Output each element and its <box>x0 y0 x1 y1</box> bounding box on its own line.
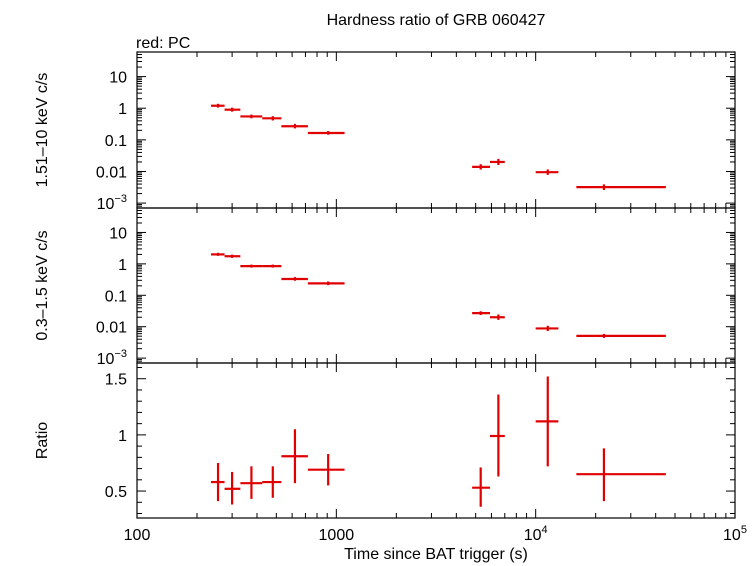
y-ticks <box>137 207 735 364</box>
y-axis-title: 1.51–10 keV c/s <box>34 73 51 188</box>
y-tick-label: 0.1 <box>105 288 127 305</box>
data-point <box>489 394 505 477</box>
data-point <box>262 116 282 121</box>
data-point <box>240 466 263 499</box>
data-point <box>281 277 308 281</box>
y-tick-label: 10 <box>109 225 127 242</box>
y-tick-label: 1.5 <box>105 372 127 389</box>
data-points <box>210 376 666 507</box>
data-point <box>489 158 505 166</box>
y-ticks <box>137 51 735 209</box>
data-point <box>307 131 345 135</box>
y-axis-title: Ratio <box>34 422 51 459</box>
y-tick-label: 0.01 <box>96 164 127 181</box>
panel-frame <box>136 362 736 519</box>
data-points <box>210 252 666 338</box>
data-point <box>262 264 282 268</box>
data-point <box>472 311 490 316</box>
x-tick-labels: 100 1000 104 105 <box>124 524 747 544</box>
data-point <box>535 169 559 175</box>
y-tick-label: 10−3 <box>97 193 127 213</box>
y-tick-label: 0.1 <box>105 133 127 150</box>
data-point <box>576 448 666 502</box>
y-tick-label: 10−3 <box>97 348 127 368</box>
data-point <box>307 453 345 486</box>
data-point <box>240 114 263 119</box>
panel-frame <box>136 207 736 364</box>
data-point <box>210 462 225 502</box>
data-point <box>224 254 241 258</box>
data-point <box>535 325 559 332</box>
y-tick-label: 10 <box>109 70 127 87</box>
y-tick-label: 1 <box>118 257 127 274</box>
data-point <box>535 376 559 467</box>
y-tick-label: 1 <box>118 101 127 118</box>
panel-frame <box>136 51 736 209</box>
data-point <box>210 103 225 108</box>
chart-subtitle: red: PC <box>136 35 190 52</box>
y-tick-label: 1 <box>118 428 127 445</box>
y-ticks <box>137 366 735 515</box>
y-tick-label: 0.5 <box>105 484 127 501</box>
panel-hard: 10 1 0.1 0.01 10−3 1.51–10 keV c/s <box>34 51 736 213</box>
data-point <box>262 466 282 498</box>
x-tick-label: 104 <box>524 524 548 544</box>
data-point <box>210 252 225 256</box>
x-ticks <box>136 363 736 518</box>
data-point <box>489 314 505 320</box>
data-points <box>210 103 666 190</box>
data-point <box>281 429 308 484</box>
chart-title: Hardness ratio of GRB 060427 <box>327 12 546 29</box>
panel-ratio: 1.5 1 0.5 Ratio <box>34 362 736 519</box>
x-axis-title: Time since BAT trigger (s) <box>344 546 528 563</box>
x-tick-label: 105 <box>723 524 747 544</box>
x-tick-label: 100 <box>124 527 151 544</box>
data-point <box>224 107 241 112</box>
data-point <box>281 123 308 129</box>
data-point <box>472 164 490 170</box>
x-ticks <box>136 52 736 208</box>
y-tick-label: 0.01 <box>96 320 127 337</box>
data-point <box>472 467 490 507</box>
panel-soft: 10 1 0.1 0.01 10−3 0.3–1.5 keV c/s <box>34 207 736 368</box>
data-point <box>240 264 263 268</box>
data-point <box>576 333 666 338</box>
y-axis-title: 0.3–1.5 keV c/s <box>34 230 51 340</box>
data-point <box>576 184 666 190</box>
x-ticks <box>136 208 736 363</box>
data-point <box>224 471 241 505</box>
x-tick-label: 1000 <box>319 527 355 544</box>
data-point <box>307 281 345 286</box>
